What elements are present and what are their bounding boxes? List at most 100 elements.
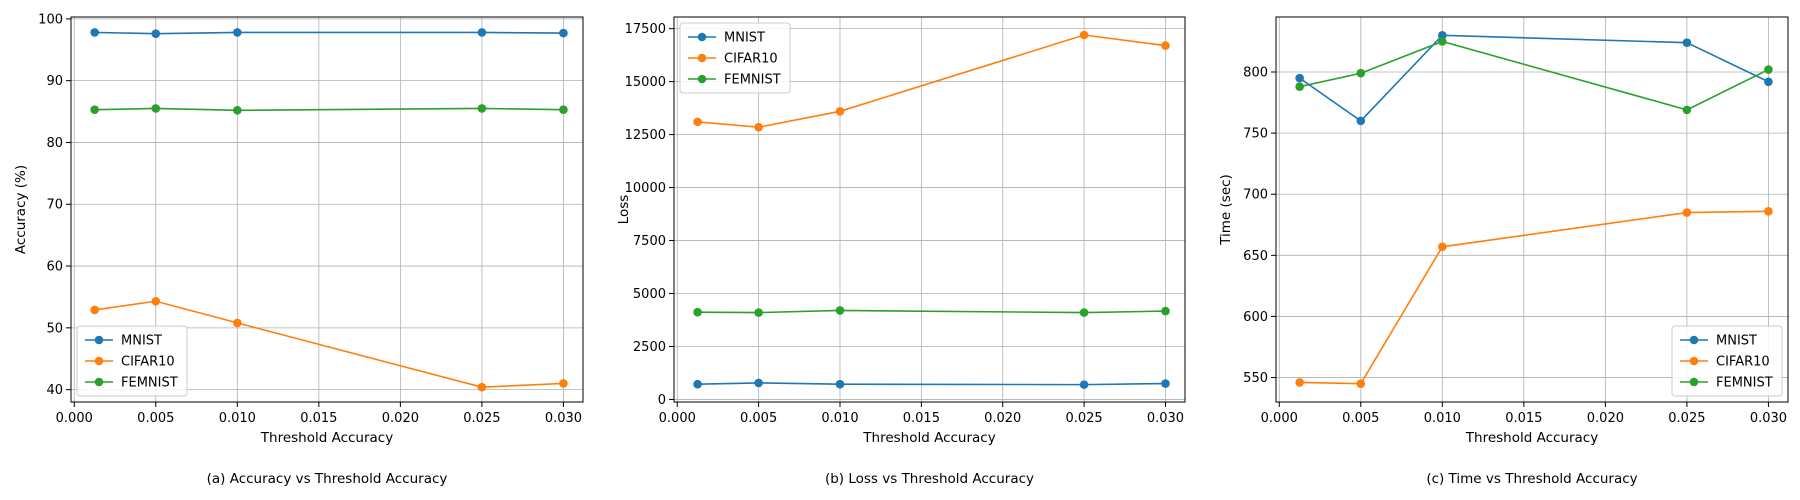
data-point (1161, 306, 1170, 316)
data-point (477, 382, 487, 392)
data-point (90, 105, 99, 114)
data-point (693, 379, 702, 389)
x-tick-label: 0.005 (1342, 411, 1379, 426)
y-tick-label: 700 (1243, 188, 1268, 203)
x-tick-label: 0.030 (1147, 411, 1184, 426)
axes-frame (70, 16, 584, 403)
y-tick-label: 80 (46, 136, 63, 151)
legend: MNIST CIFAR10 FEMNIST (76, 325, 188, 397)
y-tick-label: 12500 (625, 128, 666, 143)
legend-swatch-marker (1689, 377, 1699, 387)
panel-caption: (a) Accuracy vs Threshold Accuracy (207, 471, 448, 487)
y-tick-label: 5000 (633, 287, 666, 302)
y-tick-label: 600 (1243, 310, 1268, 325)
y-tick-label: 550 (1243, 371, 1268, 386)
data-point (151, 29, 161, 38)
legend-label: CIFAR10 (1716, 355, 1770, 370)
y-tick-label: 60 (46, 260, 63, 275)
x-tick-label: 0.000 (1261, 411, 1298, 426)
data-point (477, 28, 487, 37)
data-point (1682, 105, 1692, 115)
data-point (1764, 65, 1773, 74)
data-point (1438, 37, 1447, 46)
x-tick-label: 0.020 (984, 411, 1021, 426)
y-tick-label: 100 (38, 12, 63, 27)
y-axis-label: Time (sec) (1218, 174, 1234, 246)
data-point (1295, 82, 1304, 91)
legend-swatch-marker (94, 377, 104, 387)
axes-frame (1275, 16, 1789, 403)
x-tick-label: 0.000 (659, 411, 696, 426)
series-mnist (90, 28, 568, 38)
legend-box (1671, 325, 1783, 397)
data-point (151, 104, 161, 113)
legend-swatch-marker (697, 74, 707, 84)
data-point (233, 28, 242, 37)
data-point (754, 122, 763, 132)
legend-swatch-marker (1689, 335, 1699, 345)
y-axis-label: Loss (616, 195, 632, 225)
y-tick-label: 7500 (633, 234, 666, 249)
data-point (754, 308, 763, 317)
data-point (90, 305, 99, 315)
data-point (1079, 380, 1089, 389)
series-mnist (693, 378, 1170, 389)
legend-label: CIFAR10 (121, 355, 175, 370)
series-femnist (90, 104, 568, 115)
panel-caption: (b) Loss vs Threshold Accuracy (825, 471, 1034, 487)
x-tick-label: 0.015 (300, 411, 337, 426)
data-point (233, 106, 242, 115)
x-tick-label: 0.010 (821, 411, 858, 426)
legend-swatch-marker (94, 356, 104, 366)
series-line-femnist (1299, 40, 1769, 111)
data-point (1356, 379, 1366, 388)
data-point (1295, 378, 1304, 387)
x-tick-label: 0.020 (382, 411, 419, 426)
data-point (90, 28, 99, 37)
axes-frame (673, 16, 1186, 403)
x-tick-label: 0.015 (903, 411, 940, 426)
data-point (1079, 30, 1089, 40)
data-point (1438, 242, 1447, 252)
legend-label: FEMNIST (724, 73, 781, 88)
data-point (1764, 207, 1773, 216)
y-tick-label: 40 (46, 383, 63, 398)
legend: MNIST CIFAR10 FEMNIST (1671, 325, 1783, 397)
y-tick-label: 650 (1243, 249, 1268, 264)
legend-label: FEMNIST (1716, 376, 1773, 391)
series-line-femnist (697, 309, 1166, 314)
x-axis-label: Threshold Accuracy (862, 430, 995, 446)
y-tick-label: 0 (658, 393, 666, 408)
legend-box (679, 22, 791, 94)
series-cifar10 (90, 296, 568, 392)
legend-label: MNIST (724, 31, 765, 46)
chart-panel-2: 0.000 0.005 0.010 0.015 0.020 0.025 0.030 0 2500… (616, 16, 1186, 487)
x-axis-label: Threshold Accuracy (1465, 430, 1598, 446)
data-point (1438, 31, 1447, 40)
legend-label: FEMNIST (121, 376, 178, 391)
data-point (1356, 68, 1366, 78)
x-tick-label: 0.005 (740, 411, 777, 426)
data-point (151, 296, 161, 306)
legend-swatch-marker (1689, 356, 1699, 366)
y-tick-label: 90 (46, 74, 63, 89)
data-point (233, 318, 242, 328)
series-line-mnist (697, 382, 1166, 386)
series-line-femnist (94, 107, 564, 112)
y-axis-label: Accuracy (%) (13, 165, 29, 254)
legend-swatch-marker (697, 32, 707, 42)
x-tick-label: 0.025 (1668, 411, 1705, 426)
legend-swatch-marker (697, 53, 707, 63)
data-point (693, 307, 702, 317)
data-point (754, 378, 763, 388)
data-point (1356, 116, 1366, 126)
x-tick-label: 0.030 (1750, 411, 1787, 426)
series-cifar10 (693, 30, 1170, 132)
y-tick-label: 70 (46, 198, 63, 213)
data-point (1161, 41, 1170, 50)
y-tick-label: 800 (1243, 66, 1268, 81)
series-femnist (693, 306, 1170, 317)
x-axis-label: Threshold Accuracy (260, 430, 393, 446)
y-tick-label: 15000 (625, 75, 666, 90)
